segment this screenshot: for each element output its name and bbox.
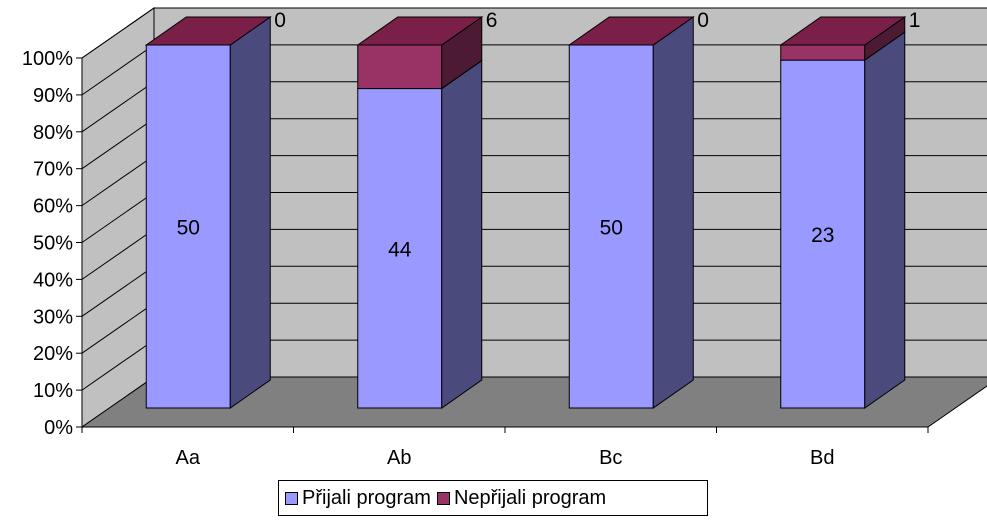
legend-swatch-rejected [436, 491, 450, 505]
y-tick-label: 50% [33, 233, 73, 255]
bars [144, 16, 907, 409]
y-tick-label: 60% [33, 196, 73, 218]
bar-segment-side [652, 16, 694, 409]
bar-top [144, 16, 272, 46]
bar-segment-side [441, 59, 483, 409]
y-tick-label: 90% [33, 85, 73, 107]
x-tick-label: Bc [599, 447, 622, 469]
y-axis: 0% 10% 20% 30% 40% 50% 60% 70% 80% 90% 100% [22, 48, 83, 439]
legend-label-rejected: Nepřijali program [453, 486, 607, 509]
bar-segment-side [864, 31, 906, 409]
bar-segment [780, 44, 866, 61]
data-label: 0 [274, 9, 286, 32]
legend-swatch-accepted [285, 491, 298, 505]
legend: Přijali program Nepřijali program [278, 480, 708, 516]
gridline-side [81, 192, 155, 243]
data-label: 44 [388, 238, 412, 261]
data-label: 0 [697, 9, 709, 32]
data-label: 6 [486, 9, 498, 32]
bar-segment-side [229, 16, 271, 409]
gridline-side [81, 44, 155, 96]
y-tick-label: 0% [44, 417, 73, 439]
x-axis: Aa Ab Bc Bd [81, 426, 929, 469]
data-label: 1 [909, 9, 921, 32]
y-tick-label: 10% [33, 380, 73, 402]
gridline-side [81, 118, 155, 170]
y-tick-label: 80% [33, 122, 73, 144]
gridline-side [81, 7, 155, 59]
bar-segment [357, 88, 443, 409]
bar-segment [780, 59, 866, 409]
y-tick-label: 20% [33, 343, 73, 365]
data-label: 50 [600, 217, 623, 240]
bar-top [356, 16, 484, 46]
x-tick-label: Ab [387, 447, 411, 469]
y-tick-label: 40% [33, 269, 73, 291]
y-tick-label: 70% [33, 159, 73, 181]
data-label: 23 [811, 224, 834, 247]
bar-segment [357, 44, 443, 90]
gridline-side [81, 302, 155, 354]
legend-item-accepted: Přijali program [285, 487, 431, 510]
gridline-side [81, 228, 155, 280]
gridline-side [81, 81, 155, 133]
gridline-side [81, 265, 155, 317]
gridline-side [81, 339, 155, 391]
x-tick-label: Bd [810, 447, 834, 469]
y-tick-label: 100% [22, 48, 73, 70]
bar-top [567, 16, 695, 46]
data-label: 50 [177, 217, 200, 240]
legend-label-accepted: Přijali program [302, 486, 431, 509]
bar-top [779, 16, 907, 46]
bar-segment [145, 44, 231, 409]
legend-item-rejected: Nepřijali program [436, 486, 607, 510]
x-tick-label: Aa [176, 447, 201, 469]
gridline-side [81, 155, 155, 207]
y-tick-label: 30% [33, 306, 73, 328]
data-labels: 50 0 44 6 50 0 23 1 [177, 9, 921, 261]
